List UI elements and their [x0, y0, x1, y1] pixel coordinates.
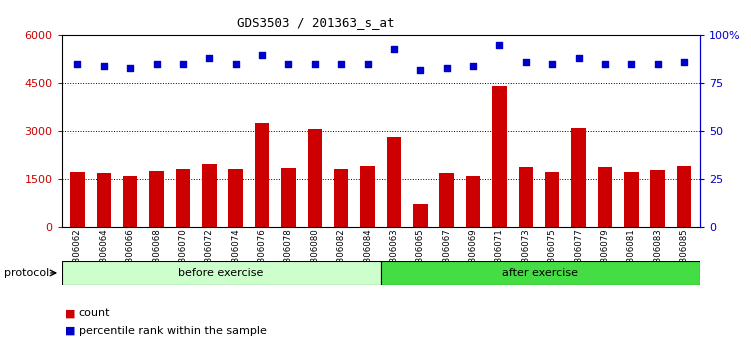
Bar: [598, 167, 612, 227]
Point: [520, 59, 532, 65]
Bar: [281, 168, 296, 227]
Bar: [650, 170, 665, 227]
Bar: [545, 172, 559, 227]
Text: percentile rank within the sample: percentile rank within the sample: [79, 326, 267, 336]
Bar: [70, 172, 85, 227]
Point: [652, 61, 664, 67]
Bar: [624, 172, 638, 227]
Bar: [413, 204, 427, 227]
Bar: [381, 261, 700, 285]
Point: [71, 61, 83, 67]
Point: [361, 61, 373, 67]
Bar: [334, 169, 348, 227]
Point: [150, 61, 162, 67]
Bar: [149, 171, 164, 227]
Bar: [62, 261, 381, 285]
Point: [230, 61, 242, 67]
Point: [599, 61, 611, 67]
Point: [282, 61, 294, 67]
Bar: [202, 164, 216, 227]
Point: [98, 63, 110, 69]
Point: [415, 67, 427, 73]
Point: [441, 65, 453, 71]
Point: [467, 63, 479, 69]
Point: [546, 61, 558, 67]
Text: protocol: protocol: [4, 268, 49, 278]
Bar: [439, 173, 454, 227]
Point: [335, 61, 347, 67]
Point: [626, 61, 638, 67]
Point: [256, 52, 268, 57]
Text: ■: ■: [65, 326, 76, 336]
Bar: [123, 176, 137, 227]
Point: [678, 59, 690, 65]
Point: [572, 56, 584, 61]
Bar: [97, 173, 111, 227]
Text: ■: ■: [65, 308, 76, 318]
Point: [388, 46, 400, 52]
Bar: [255, 123, 270, 227]
Text: after exercise: after exercise: [502, 268, 578, 278]
Point: [493, 42, 505, 48]
Text: count: count: [79, 308, 110, 318]
Bar: [387, 137, 401, 227]
Bar: [176, 169, 190, 227]
Bar: [228, 169, 243, 227]
Bar: [572, 128, 586, 227]
Bar: [360, 166, 375, 227]
Bar: [677, 166, 692, 227]
Bar: [492, 86, 507, 227]
Text: GDS3503 / 201363_s_at: GDS3503 / 201363_s_at: [237, 16, 394, 29]
Point: [124, 65, 136, 71]
Point: [204, 56, 216, 61]
Bar: [308, 130, 322, 227]
Point: [309, 61, 321, 67]
Point: [177, 61, 189, 67]
Text: before exercise: before exercise: [179, 268, 264, 278]
Bar: [519, 167, 533, 227]
Bar: [466, 176, 481, 227]
